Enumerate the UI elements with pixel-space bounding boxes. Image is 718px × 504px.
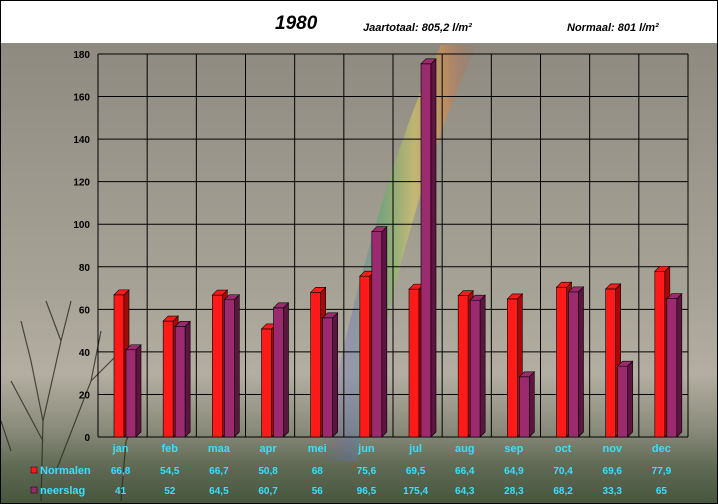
month-labels: jan feb maa apr mei jun jul aug sep oct nov dec — [112, 443, 671, 455]
grid-lines — [97, 53, 689, 438]
bar-neerslag — [518, 371, 536, 438]
bar-neerslag — [616, 360, 634, 438]
chart-title-year: 1980 — [275, 13, 318, 34]
table-value: 66,8 — [111, 466, 131, 477]
bar-neerslag — [567, 286, 585, 438]
month-label: oct — [555, 443, 572, 455]
bar-neerslag — [174, 320, 191, 438]
month-label: sep — [504, 443, 523, 455]
y-tick-label: 20 — [79, 390, 91, 401]
y-axis: 0 20 40 60 80 100 120 140 160 180 — [73, 50, 90, 444]
y-tick-label: 60 — [79, 305, 91, 316]
table-value: 96,5 — [357, 486, 377, 497]
month-label: dec — [652, 443, 671, 455]
table-value: 75,6 — [357, 466, 377, 477]
table-value: 54,5 — [160, 466, 180, 477]
month-label: mei — [308, 443, 327, 455]
table-value: 64,5 — [209, 486, 229, 497]
legend-swatch — [30, 486, 38, 494]
table-value: 60,7 — [258, 486, 278, 497]
table-value: 66,7 — [209, 466, 229, 477]
table-value: 65 — [656, 486, 668, 497]
y-tick-label: 0 — [84, 433, 90, 444]
table-value: 56 — [312, 486, 324, 497]
legend-label: Normalen — [40, 465, 91, 477]
bars-layer — [113, 58, 683, 438]
data-table: Normalen 66,8 54,5 66,7 50,8 68 75,6 69,5 66,4 64… — [30, 465, 672, 497]
y-tick-label: 80 — [79, 263, 91, 274]
tree-silhouette — [1, 300, 142, 502]
bar-neerslag — [272, 302, 290, 438]
month-label: maa — [208, 443, 231, 455]
month-label: nov — [602, 443, 622, 455]
bar-neerslag — [223, 294, 241, 438]
chart-header: 1980 Jaartotaal: 805,2 l/m² Normaal: 801… — [1, 1, 717, 43]
table-value: 33,3 — [603, 486, 623, 497]
table-value: 69,5 — [406, 466, 426, 477]
y-tick-label: 160 — [73, 93, 90, 104]
rainbow-band — [319, 45, 477, 461]
table-value: 64,9 — [504, 466, 524, 477]
bar-neerslag — [371, 225, 388, 438]
year-total-label: Jaartotaal: 805,2 l/m² — [363, 22, 472, 34]
y-tick-label: 40 — [79, 348, 91, 359]
table-value: 69,6 — [603, 466, 623, 477]
table-value: 28,3 — [504, 486, 524, 497]
bar-neerslag — [125, 344, 142, 438]
table-value: 52 — [164, 486, 176, 497]
y-tick-label: 180 — [73, 50, 90, 61]
table-value: 64,3 — [455, 486, 475, 497]
table-value: 50,8 — [258, 466, 278, 477]
normal-total-label: Normaal: 801 l/m² — [567, 22, 659, 34]
table-value: 68,2 — [553, 486, 573, 497]
legend-label: neerslag — [40, 485, 85, 497]
bar-neerslag — [666, 292, 683, 438]
month-label: feb — [162, 443, 179, 455]
month-label: apr — [260, 443, 278, 455]
bar-neerslag — [321, 312, 339, 438]
bar-neerslag — [469, 294, 486, 438]
y-tick-label: 120 — [73, 178, 90, 189]
month-label: jun — [357, 443, 375, 455]
month-label: jan — [112, 443, 129, 455]
table-value: 66,4 — [455, 466, 475, 477]
table-value: 77,9 — [652, 466, 672, 477]
y-tick-label: 140 — [73, 135, 90, 146]
y-tick-label: 100 — [73, 220, 90, 231]
table-value: 68 — [312, 466, 324, 477]
table-value: 41 — [115, 486, 127, 497]
table-value: 70,4 — [553, 466, 573, 477]
month-label: aug — [455, 443, 475, 455]
table-value: 175,4 — [403, 486, 428, 497]
month-label: jul — [408, 443, 422, 455]
legend-swatch — [30, 466, 38, 474]
bar-neerslag — [420, 58, 437, 438]
